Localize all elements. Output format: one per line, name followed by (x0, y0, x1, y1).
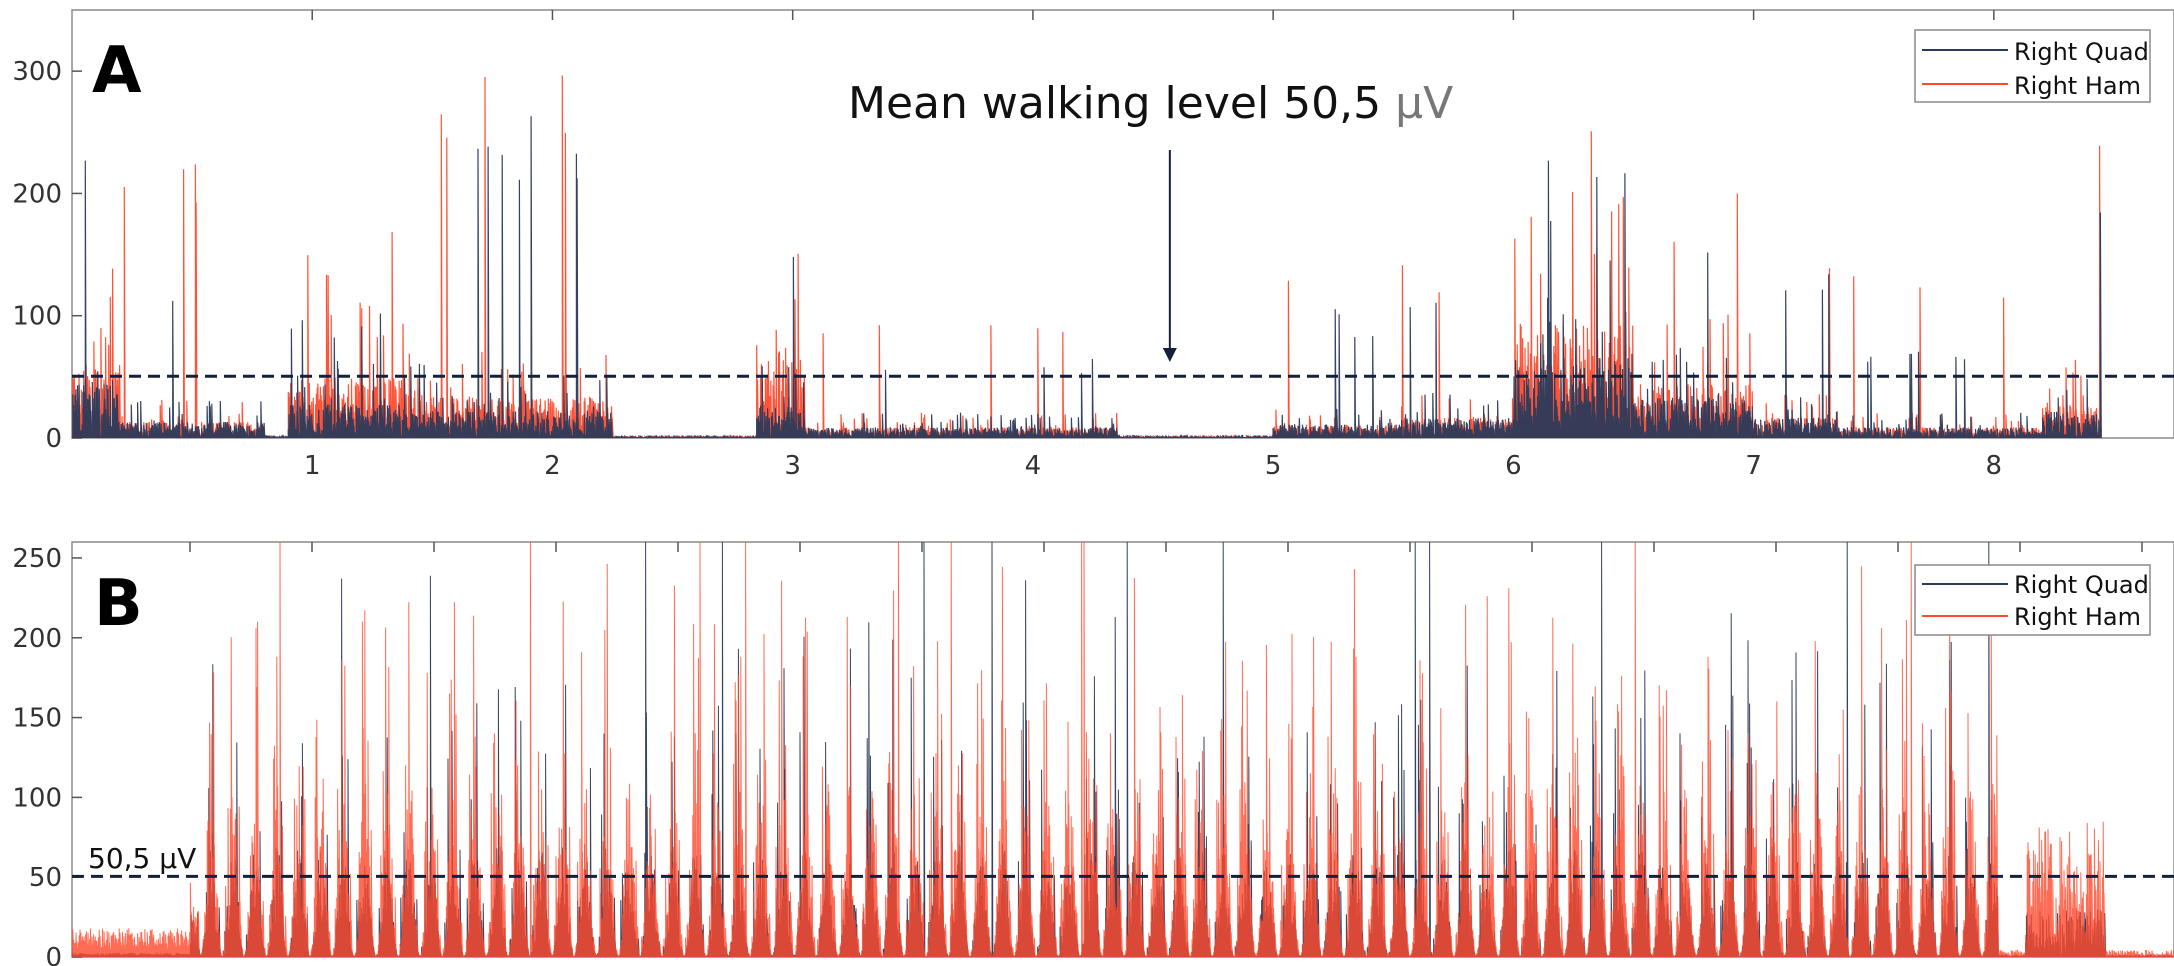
panel-a-x-tick-label: 4 (1025, 451, 1042, 481)
panel-b-y-tick-label: 0 (45, 943, 62, 966)
panel-b-y-tick-label: 200 (12, 624, 62, 654)
panel-b-label: B (94, 567, 143, 641)
panel-b-series-right-ham (72, 542, 2174, 957)
panel-a-x-tick-label: 2 (544, 451, 561, 481)
panel-a-trace (72, 116, 2102, 438)
panel-a-legend-label-right-ham: Right Ham (2014, 72, 2141, 100)
panel-a-series-right-quad (72, 116, 2102, 438)
panel-a-annotation: Mean walking level 50,5 µV (848, 78, 1453, 129)
panel-b-x-ticks (189, 542, 2143, 552)
panel-a-x-tick-label: 6 (1505, 451, 1522, 481)
panel-b-y-tick-label: 250 (12, 544, 62, 574)
panel-a-x-tick-label: 3 (784, 451, 801, 481)
panel-a-legend-box (1914, 29, 2151, 103)
panel-b-legend-label-right-quad: Right Quad (2014, 571, 2149, 599)
panel-b-trace (72, 542, 2174, 957)
panel-a-legend-label-right-quad: Right Quad (2014, 38, 2149, 66)
panel-b-y-tick-label: 100 (12, 783, 62, 813)
panel-a-label: A (92, 34, 142, 108)
panel-a-y-tick-label: 200 (12, 179, 62, 209)
panel-b-y-tick-label: 150 (12, 704, 62, 734)
panel-a-plot-area (71, 9, 2174, 439)
panel-a-legend: Right Quad Right Ham (1914, 29, 2151, 103)
panel-b-annotation: 50,5 µV (88, 842, 196, 875)
panel-b-y-tick-label: 50 (29, 863, 62, 893)
panel-a-x-tick-label: 7 (1745, 451, 1762, 481)
panel-b-plot-area (71, 541, 2174, 958)
panel-b-y-ticks: 0 50 100 150 200 250 (12, 544, 82, 966)
panel-a: 0 100 200 300 1 2 3 4 5 6 7 8 A Mean walking level… (12, 9, 2174, 481)
panel-a-arrow-head (1162, 348, 1177, 362)
panel-a-y-ticks: 0 100 200 300 (12, 57, 82, 454)
panel-a-x-tick-label: 1 (304, 451, 321, 481)
panel-a-x-tick-label: 5 (1265, 451, 1282, 481)
panel-a-x-tick-label: 8 (1986, 451, 2003, 481)
panel-a-y-tick-label: 0 (45, 424, 62, 454)
panel-a-y-tick-label: 100 (12, 302, 62, 332)
panel-a-y-tick-label: 300 (12, 57, 62, 87)
panel-b-legend-box (1914, 564, 2151, 636)
panel-b: 0 50 100 150 200 250 B 50,5 µV Right Quad Rig… (12, 541, 2174, 966)
panel-b-legend: Right Quad Right Ham (1914, 564, 2151, 636)
panel-a-annotation-unit: µV (1395, 78, 1453, 129)
panel-b-legend-label-right-ham: Right Ham (2014, 603, 2141, 631)
